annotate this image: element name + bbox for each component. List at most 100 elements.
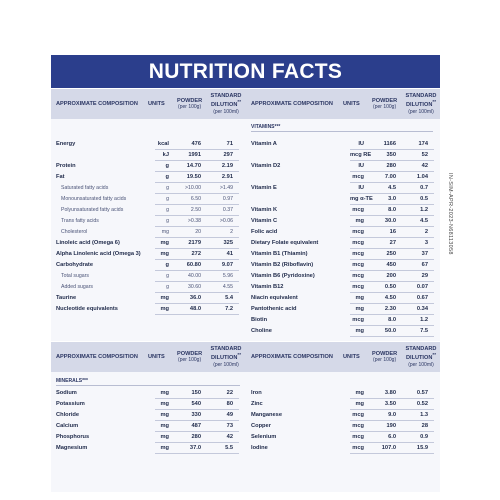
nutrient-name: Vitamin E (251, 185, 277, 191)
nutrient-row: Polyunsaturated fatty acids g 2.50 0.37 (51, 205, 245, 216)
nutrient-row: Copper mcg 190 28 (246, 421, 440, 432)
row-divider (350, 226, 434, 227)
nutrient-row: Vitamin C mg 30.0 4.5 (246, 216, 440, 227)
powder-value: 3.0 (388, 196, 396, 202)
main-nutrient-panel: APPROXIMATE COMPOSITION UNITS POWDER (per… (51, 89, 440, 341)
powder-value: 27 (389, 240, 396, 246)
row-divider (350, 259, 434, 260)
nutrient-name: Vitamin A (251, 141, 277, 147)
nutrient-row: mcg 7.00 1.04 (246, 172, 440, 183)
nutrient-unit: g (165, 174, 169, 180)
powder-value: 107.0 (381, 445, 396, 451)
nutrient-unit: mg (355, 306, 364, 312)
nutrient-name: Phosphorus (56, 434, 90, 440)
standard-value: 4.5 (420, 218, 428, 224)
row-divider (350, 442, 434, 443)
powder-value: 280 (386, 163, 397, 169)
header-units: UNITS (148, 353, 165, 360)
nutrient-unit: mcg (352, 262, 364, 268)
standard-value: 0.34 (416, 306, 428, 312)
powder-value: 4.50 (384, 295, 396, 301)
nutrient-name: Selenium (251, 434, 277, 440)
nutrient-unit: mg (160, 434, 169, 440)
minerals-panel: APPROXIMATE COMPOSITION UNITS POWDER (per… (51, 342, 440, 492)
row-divider (350, 453, 434, 454)
nutrient-row: Selenium mcg 6.0 0.9 (246, 432, 440, 443)
nutrient-name: Vitamin B1 (Thiamin) (251, 251, 308, 257)
header-composition: APPROXIMATE COMPOSITION (251, 353, 333, 360)
powder-value: 60.80 (186, 262, 201, 268)
nutrient-name: Monounsaturated fatty acids (61, 196, 127, 202)
nutrient-row: Vitamin B1 (Thiamin) mcg 250 37 (246, 249, 440, 260)
powder-value: 330 (191, 412, 202, 418)
header-powder: POWDER (per 100g) (177, 350, 203, 364)
nutrient-row: mg α-TE 3.0 0.5 (246, 194, 440, 205)
powder-value: 280 (191, 434, 202, 440)
powder-value: 350 (386, 152, 397, 158)
row-divider (350, 149, 434, 150)
nutrient-row: Taurine mg 36.0 5.4 (51, 293, 245, 304)
row-divider (350, 325, 434, 326)
nutrient-row: Magnesium mg 37.0 5.5 (51, 443, 245, 454)
standard-value: 5.5 (225, 445, 233, 451)
powder-value: 2.30 (384, 306, 396, 312)
nutrient-name: Vitamin K (251, 207, 278, 213)
row-divider (350, 171, 434, 172)
nutrient-unit: g (166, 218, 169, 224)
nutrient-row: Chloride mg 330 49 (51, 410, 245, 421)
nutrient-row: Potassium mg 540 80 (51, 399, 245, 410)
standard-value: 5.4 (225, 295, 233, 301)
nutrient-name: Potassium (56, 401, 85, 407)
header-standard: STANDARD DILUTION** (per 100ml) (210, 92, 242, 115)
nutrient-row: Zinc mg 3.50 0.52 (246, 399, 440, 410)
standard-value: 2.19 (221, 163, 233, 169)
powder-value: 250 (386, 251, 397, 257)
nutrient-row: Linoleic acid (Omega 6) mg 2179 325 (51, 238, 245, 249)
standard-value: 71 (226, 141, 233, 147)
standard-value: 2.91 (221, 174, 233, 180)
standard-value: 1.2 (420, 207, 428, 213)
nutrient-name: Manganese (251, 412, 282, 418)
header-units: UNITS (343, 353, 360, 360)
row-divider (155, 226, 239, 227)
header-right: APPROXIMATE COMPOSITION UNITS POWDER (per… (246, 342, 440, 372)
standard-value: 0.5 (420, 196, 428, 202)
row-divider (350, 314, 434, 315)
minerals-section-label: MINERALS*** (56, 378, 240, 386)
nutrient-row: Iodine mcg 107.0 15.9 (246, 443, 440, 454)
standard-value: 42 (226, 434, 233, 440)
side-batch-code: IN-SIM-APR-2023-N68113058 (447, 173, 453, 255)
powder-value: 1991 (188, 152, 201, 158)
nutrient-row: mcg RE 350 52 (246, 150, 440, 161)
nutrient-name: Zinc (251, 401, 263, 407)
standard-value: 5.96 (222, 273, 233, 279)
standard-value: 1.3 (420, 412, 428, 418)
nutrient-name: Protein (56, 163, 76, 169)
header-powder: POWDER (per 100g) (372, 97, 398, 111)
nutrient-unit: IU (358, 141, 364, 147)
nutrient-name: Biotin (251, 317, 268, 323)
powder-value: 450 (386, 262, 397, 268)
nutrient-row: Energy kcal 476 71 (51, 139, 245, 150)
header-standard: STANDARD DILUTION** (per 100ml) (405, 345, 437, 368)
nutrient-row: Vitamin B12 mcg 0.50 0.07 (246, 282, 440, 293)
nutrient-unit: mcg (352, 284, 364, 290)
row-divider (155, 259, 239, 260)
standard-value: 325 (223, 240, 234, 246)
nutrient-unit: IU (358, 163, 364, 169)
nutrient-row: Vitamin B6 (Pyridoxine) mcg 200 29 (246, 271, 440, 282)
powder-value: 40.00 (188, 273, 201, 279)
row-divider (155, 431, 239, 432)
header-units: UNITS (343, 100, 360, 107)
standard-value: 67 (421, 262, 428, 268)
nutrient-row: Monounsaturated fatty acids g 6.50 0.97 (51, 194, 245, 205)
nutrient-name: Pantothenic acid (251, 306, 297, 312)
nutrient-unit: g (166, 273, 169, 279)
nutrient-name: Saturated fatty acids (61, 185, 109, 191)
standard-value: 297 (223, 152, 234, 158)
nutrient-row: Vitamin E IU 4.5 0.7 (246, 183, 440, 194)
row-divider (155, 193, 239, 194)
nutrient-name: Sodium (56, 390, 77, 396)
standard-value: 41 (226, 251, 233, 257)
standard-value: 3 (424, 240, 428, 246)
